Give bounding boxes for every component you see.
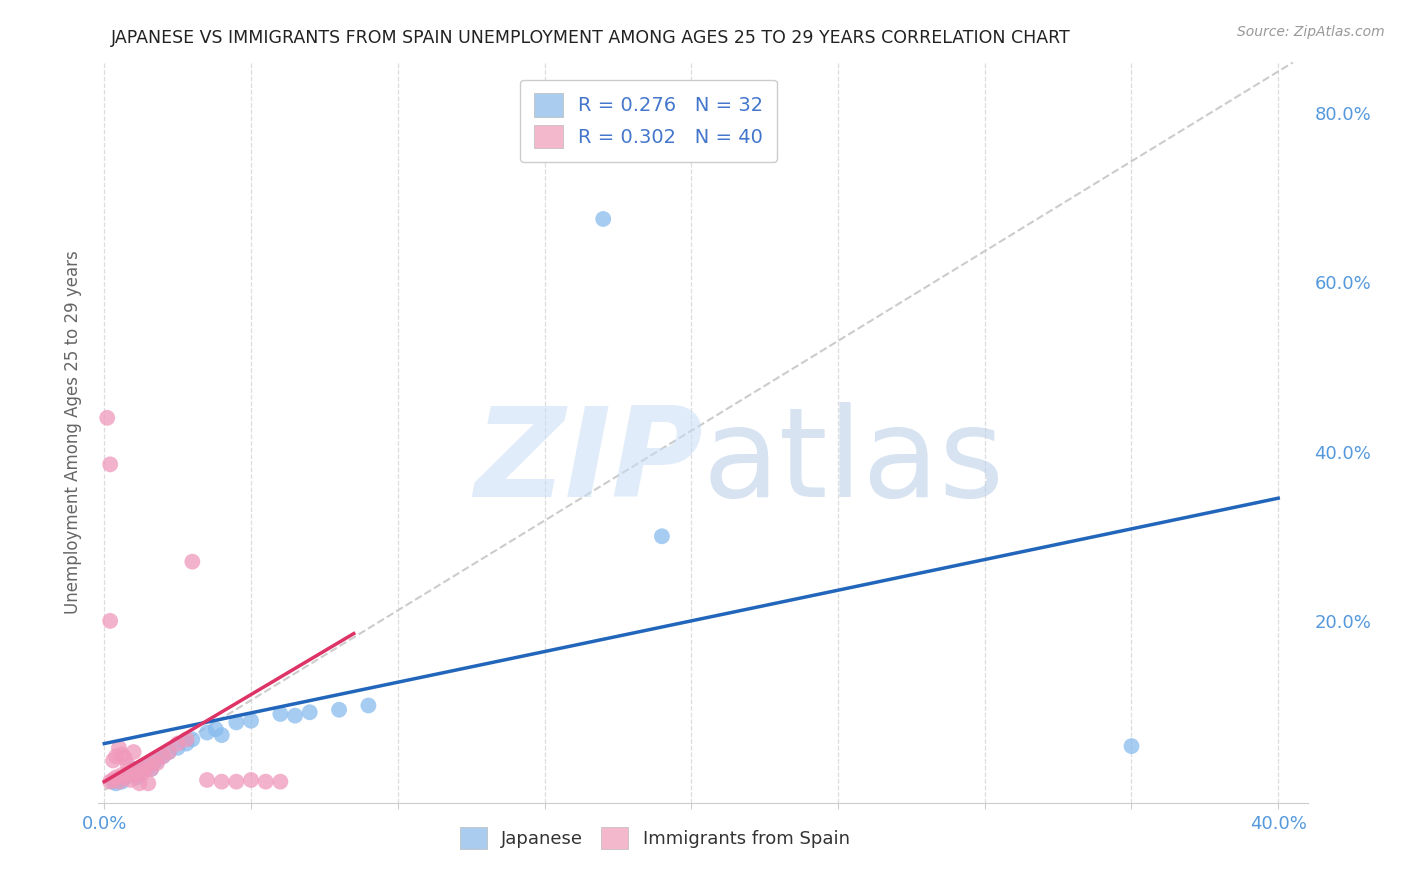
Point — [128, 776, 150, 790]
Point — [117, 757, 139, 772]
Point — [120, 772, 142, 787]
Point — [111, 768, 134, 782]
Point — [141, 762, 163, 776]
Point — [105, 749, 128, 764]
Point — [128, 762, 150, 776]
Point — [98, 614, 121, 628]
Text: Source: ZipAtlas.com: Source: ZipAtlas.com — [1237, 25, 1385, 39]
Point — [117, 768, 139, 782]
Point — [357, 698, 380, 713]
Point — [1121, 739, 1143, 753]
Point — [96, 410, 118, 425]
Point — [254, 774, 277, 789]
Point — [176, 737, 198, 751]
Point — [152, 749, 174, 764]
Point — [131, 759, 153, 773]
Point — [122, 764, 145, 779]
Point — [284, 708, 307, 723]
Point — [240, 714, 263, 728]
Point — [181, 732, 204, 747]
Point — [328, 703, 350, 717]
Point — [269, 774, 291, 789]
Point — [101, 774, 124, 789]
Point — [105, 771, 128, 785]
Point — [152, 749, 174, 764]
Point — [166, 737, 188, 751]
Legend: Japanese, Immigrants from Spain: Japanese, Immigrants from Spain — [453, 821, 856, 856]
Point — [120, 766, 142, 780]
Point — [108, 740, 131, 755]
Point — [136, 757, 159, 772]
Point — [98, 774, 121, 789]
Point — [114, 771, 136, 785]
Point — [122, 745, 145, 759]
Point — [128, 764, 150, 779]
Point — [105, 776, 128, 790]
Point — [240, 772, 263, 787]
Point — [298, 706, 321, 720]
Point — [125, 768, 148, 782]
Point — [136, 776, 159, 790]
Point — [225, 774, 247, 789]
Point — [204, 722, 226, 736]
Text: ZIP: ZIP — [474, 401, 703, 523]
Point — [146, 756, 169, 770]
Point — [117, 766, 139, 780]
Point — [211, 728, 233, 742]
Point — [225, 715, 247, 730]
Point — [592, 211, 614, 226]
Point — [122, 762, 145, 776]
Point — [101, 754, 124, 768]
Point — [176, 732, 198, 747]
Point — [146, 754, 169, 768]
Point — [143, 754, 166, 768]
Point — [101, 772, 124, 787]
Text: JAPANESE VS IMMIGRANTS FROM SPAIN UNEMPLOYMENT AMONG AGES 25 TO 29 YEARS CORRELA: JAPANESE VS IMMIGRANTS FROM SPAIN UNEMPL… — [111, 29, 1070, 46]
Point — [195, 725, 218, 739]
Point — [114, 751, 136, 765]
Point — [111, 774, 134, 789]
Point — [651, 529, 673, 543]
Point — [108, 774, 131, 789]
Point — [134, 762, 156, 776]
Point — [157, 745, 180, 759]
Point — [131, 766, 153, 780]
Point — [166, 740, 188, 755]
Text: atlas: atlas — [703, 401, 1005, 523]
Point — [108, 772, 131, 787]
Point — [111, 747, 134, 762]
Point — [141, 762, 163, 776]
Point — [195, 772, 218, 787]
Point — [114, 771, 136, 785]
Point — [211, 774, 233, 789]
Point — [181, 555, 204, 569]
Point — [98, 458, 121, 472]
Point — [125, 771, 148, 785]
Point — [269, 706, 291, 721]
Point — [136, 757, 159, 772]
Point — [157, 745, 180, 759]
Y-axis label: Unemployment Among Ages 25 to 29 years: Unemployment Among Ages 25 to 29 years — [63, 251, 82, 615]
